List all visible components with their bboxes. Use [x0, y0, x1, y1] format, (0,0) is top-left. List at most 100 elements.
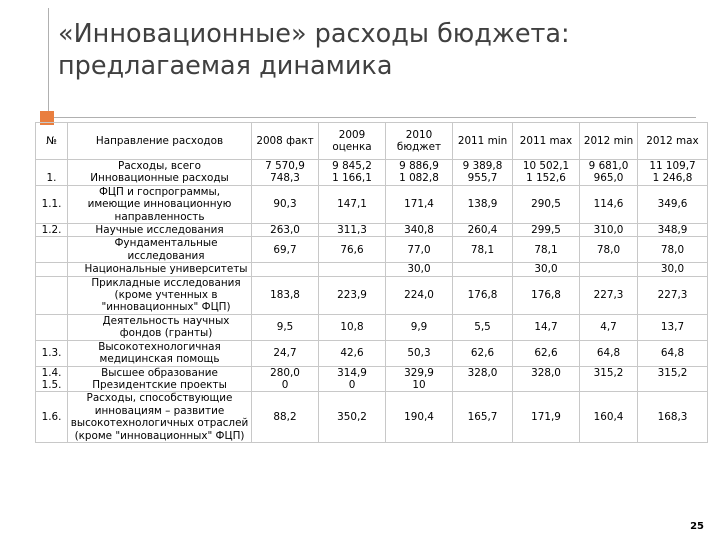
slide-title-line-2: предлагаемая динамика: [58, 51, 393, 81]
decorative-horizontal-line: [48, 117, 696, 118]
cell-value: 329,9: [404, 366, 434, 379]
cell-value: 340,8: [404, 224, 434, 237]
cell-value: 965,0: [593, 172, 624, 185]
cell-2012-min: 227,3: [579, 275, 638, 315]
row-direction: Научные исследования: [67, 223, 252, 238]
row-number-line: [37, 264, 66, 275]
cell-value: [639, 379, 706, 391]
table-row: Прикладные исследования (кроме учтенных в…: [35, 275, 708, 315]
cell-value: 9 845,2: [332, 160, 372, 172]
cell-value: 299,5: [531, 224, 561, 237]
cell-2008: 90,3: [251, 184, 319, 225]
cell-2010: 340,8: [385, 223, 453, 238]
page-number: 25: [690, 521, 704, 532]
cell-value: 190,4: [404, 410, 434, 423]
cell-2008: 7 570,9 748,3: [251, 159, 319, 186]
cell-value: 24,7: [273, 346, 297, 359]
row-direction-line: медицинская помощь: [99, 353, 220, 366]
cell-value: [581, 264, 636, 275]
row-number-line: [37, 321, 66, 333]
row-direction-line: "инновационных" ФЦП): [101, 301, 231, 314]
table-body: 1. Расходы, всего Инновационные расходы 7 5…: [35, 159, 708, 443]
cell-2011-min: 78,1: [452, 236, 513, 264]
cell-value: 62,6: [534, 346, 558, 359]
cell-2012-min: 315,2: [579, 365, 638, 393]
cell-2012-max: 348,9: [637, 223, 708, 238]
table-row: 1.1. ФЦП и госпрограммы, имеющие инновацио…: [35, 184, 708, 225]
cell-value: 183,8: [270, 289, 300, 302]
table-row: 1.2. Научные исследования 263,0 311,3 340,8 2…: [35, 223, 708, 238]
cell-value: 77,0: [407, 243, 431, 256]
cell-2009: 350,2: [318, 391, 386, 443]
cell-2009: 9 845,2 1 166,1: [318, 159, 386, 186]
cell-value: [454, 379, 511, 391]
row-direction-line: Научные исследования: [95, 224, 224, 237]
cell-value: [454, 264, 511, 275]
header-2009: 2009 оценка: [318, 122, 386, 160]
cell-value: 328,0: [531, 366, 561, 379]
cell-value: 4,7: [600, 321, 617, 334]
cell-2010: 329,9 10: [385, 365, 453, 393]
cell-2009: 314,9 0: [318, 365, 386, 393]
cell-value: [514, 379, 578, 391]
header-direction: Направление расходов: [67, 122, 252, 160]
cell-value: 138,9: [467, 198, 498, 211]
table-header-row: № Направление расходов 2008 факт 2009 оц…: [35, 122, 708, 160]
cell-2009: 10,8: [318, 313, 386, 341]
cell-value: 9,5: [276, 321, 294, 334]
cell-2008: 183,8: [251, 275, 319, 315]
table-row: Фундаментальные исследования 69,7 76,6 77,0 7…: [35, 236, 708, 264]
cell-2009: 223,9: [318, 275, 386, 315]
cell-value: 1 082,8: [399, 172, 439, 185]
cell-2011-max: 30,0: [512, 262, 580, 277]
cell-value: 227,3: [657, 289, 688, 302]
cell-2012-max: 349,6: [637, 184, 708, 225]
cell-2009: 42,6: [318, 339, 386, 367]
header-2012-min: 2012 min: [579, 122, 638, 160]
row-direction-line: высокотехнологичных отраслей: [70, 417, 249, 430]
cell-value: 10: [412, 378, 426, 391]
cell-value: [320, 264, 384, 275]
row-number-line: [37, 289, 66, 301]
cell-value: [581, 379, 636, 391]
cell-value: 30,0: [534, 263, 558, 276]
row-direction-line: Расходы, способствующие: [86, 392, 233, 405]
row-direction: Высокотехнологичная медицинская помощь: [67, 339, 252, 367]
cell-value: 350,2: [337, 410, 367, 423]
cell-value: 9,9: [410, 321, 428, 334]
cell-value: 7 570,9: [265, 160, 305, 172]
cell-2011-min: 260,4: [452, 223, 513, 238]
cell-value: 955,7: [467, 172, 498, 185]
cell-value: 10 502,1: [522, 160, 570, 172]
row-direction: Расходы, всего Инновационные расходы: [67, 159, 252, 186]
decorative-orange-square: [40, 111, 54, 125]
cell-2011-min: 328,0: [452, 365, 513, 393]
cell-value: 176,8: [467, 289, 498, 302]
cell-2010: 9 886,9 1 082,8: [385, 159, 453, 186]
header-2010: 2010 бюджет: [385, 122, 453, 160]
cell-value: 310,0: [593, 224, 624, 237]
header-2008: 2008 факт: [251, 122, 319, 160]
cell-value: 348,9: [657, 224, 688, 237]
table-row: 1.4. 1.5. Высшее образование Президентские …: [35, 365, 708, 393]
slide-title: «Инновационные» расходы бюджета: предлаг…: [58, 18, 698, 82]
cell-2012-max: 64,8: [637, 339, 708, 367]
row-direction-line: (кроме учтенных в: [114, 289, 218, 302]
cell-2008: 24,7: [251, 339, 319, 367]
cell-2012-min: 160,4: [579, 391, 638, 443]
row-number: 1.6.: [35, 391, 68, 443]
row-number-line: 1.5.: [41, 378, 62, 391]
cell-2010: 190,4: [385, 391, 453, 443]
row-direction: Расходы, способствующие инновациям – разв…: [67, 391, 252, 443]
cell-value: 227,3: [593, 289, 624, 302]
cell-2009: [318, 262, 386, 277]
cell-value: 14,7: [534, 321, 558, 334]
row-direction: Прикладные исследования (кроме учтенных в…: [67, 275, 252, 315]
cell-2011-max: 14,7: [512, 313, 580, 341]
cell-value: 160,4: [593, 410, 624, 423]
cell-value: 88,2: [273, 410, 297, 423]
cell-value: 90,3: [273, 198, 297, 211]
row-direction: Высшее образование Президентские проекты: [67, 365, 252, 393]
cell-value: 165,7: [467, 410, 498, 423]
cell-2011-max: 78,1: [512, 236, 580, 264]
